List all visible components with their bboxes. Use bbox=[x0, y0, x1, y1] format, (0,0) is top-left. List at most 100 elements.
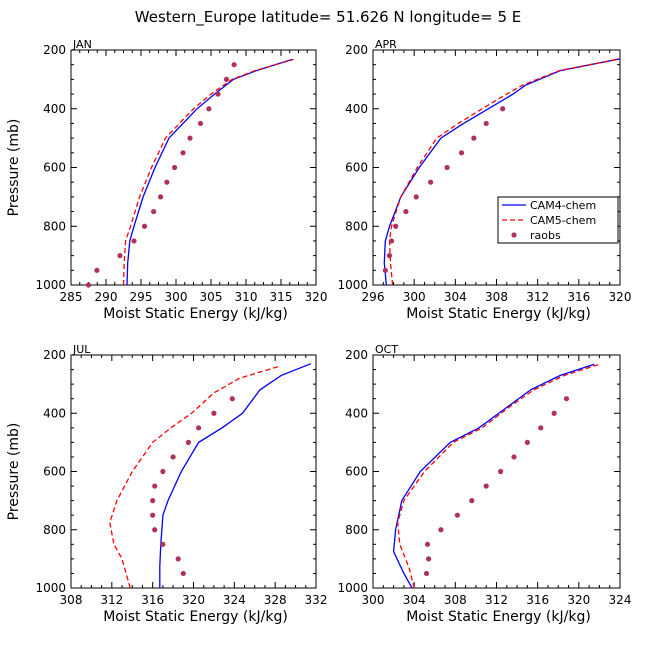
y-axis-title: Pressure (mb) bbox=[6, 423, 22, 521]
x-tick-label: 285 bbox=[60, 290, 83, 304]
y-tick-label: 800 bbox=[345, 219, 368, 233]
x-tick-label: 332 bbox=[305, 593, 328, 607]
x-tick-label: 328 bbox=[264, 593, 287, 607]
y-tick-label: 200 bbox=[345, 43, 368, 57]
x-tick-label: 312 bbox=[526, 290, 549, 304]
panel-oct: OCT 300 304 308 312 316 320 324 200 400 600 800 1000… bbox=[337, 343, 631, 625]
cam4-chem-line bbox=[383, 58, 621, 286]
x-tick-label: 304 bbox=[403, 593, 426, 607]
x-tick-label: 324 bbox=[609, 593, 632, 607]
y-tick-label: 800 bbox=[345, 523, 368, 537]
y-tick-label: 600 bbox=[345, 161, 368, 175]
x-tick-label: 316 bbox=[526, 593, 549, 607]
x-tick-label: 315 bbox=[270, 290, 293, 304]
raobs-point bbox=[94, 267, 100, 273]
raobs-point bbox=[223, 76, 229, 82]
raobs-point bbox=[425, 556, 432, 562]
raobs-point bbox=[180, 150, 186, 156]
raobs-point bbox=[498, 468, 504, 475]
raobs-point bbox=[500, 106, 506, 112]
raobs-point bbox=[150, 512, 156, 518]
raobs-point bbox=[428, 179, 434, 185]
raobs-point bbox=[229, 396, 235, 402]
raobs-point bbox=[386, 253, 393, 259]
raobs-point bbox=[424, 541, 431, 547]
raobs-point bbox=[175, 556, 181, 562]
raobs-point bbox=[423, 570, 430, 577]
x-tick-label: 308 bbox=[444, 593, 467, 607]
y-tick-label: 800 bbox=[43, 219, 66, 233]
x-tick-label: 312 bbox=[485, 593, 508, 607]
raobs-point bbox=[458, 150, 465, 156]
figure-title: Western_Europe latitude= 51.626 N longit… bbox=[135, 8, 521, 27]
x-axis-title: Moist Static Energy (kJ/kg) bbox=[406, 306, 591, 322]
y-tick-label: 400 bbox=[345, 406, 368, 420]
cam5-chem-line bbox=[397, 363, 600, 589]
raobs-point bbox=[206, 106, 212, 112]
cam4-chem-line bbox=[126, 58, 293, 286]
x-tick-label: 320 bbox=[567, 593, 590, 607]
x-tick-label: 316 bbox=[567, 290, 590, 304]
raobs-point bbox=[160, 541, 166, 547]
y-tick-label: 400 bbox=[43, 406, 66, 420]
raobs-point bbox=[196, 425, 202, 431]
x-tick-label: 300 bbox=[165, 290, 188, 304]
y-tick-label: 400 bbox=[43, 102, 66, 116]
raobs-point bbox=[403, 208, 409, 215]
plot-frame-oct bbox=[372, 354, 621, 589]
raobs-point bbox=[187, 135, 193, 141]
x-tick-label: 308 bbox=[60, 593, 83, 607]
raobs-point bbox=[551, 410, 557, 416]
x-tick-label: 296 bbox=[362, 290, 385, 304]
raobs-point bbox=[215, 91, 221, 97]
x-axis-title: Moist Static Energy (kJ/kg) bbox=[406, 609, 591, 625]
legend-label: raobs bbox=[530, 229, 561, 242]
raobs-point bbox=[231, 62, 237, 68]
panel-jan: JAN 285 290 295 300 305 310 315 320 200 400 600 800 1… bbox=[6, 38, 327, 322]
y-tick-label: 800 bbox=[43, 523, 66, 537]
y-tick-label: 600 bbox=[43, 465, 66, 479]
legend-label: CAM5-chem bbox=[530, 214, 596, 227]
raobs-point bbox=[150, 498, 156, 504]
panel-label-jul: JUL bbox=[72, 343, 91, 356]
plot-frame-jul bbox=[70, 354, 317, 589]
x-tick-label: 290 bbox=[95, 290, 118, 304]
raobs-point bbox=[211, 410, 217, 416]
legend-swatch-raobs bbox=[511, 232, 517, 238]
y-tick-label: 600 bbox=[43, 161, 66, 175]
y-tick-label: 400 bbox=[345, 102, 368, 116]
cam5-chem-line bbox=[122, 58, 294, 286]
raobs-point bbox=[388, 238, 395, 244]
x-tick-label: 312 bbox=[100, 593, 123, 607]
x-tick-label: 308 bbox=[485, 290, 508, 304]
raobs-point bbox=[141, 223, 148, 229]
plot-frame-apr bbox=[372, 49, 621, 286]
plot-frame-jan bbox=[70, 49, 317, 286]
y-tick-label: 1000 bbox=[35, 278, 66, 292]
raobs-point bbox=[158, 194, 164, 200]
raobs-point bbox=[85, 282, 92, 288]
x-axis-title: Moist Static Energy (kJ/kg) bbox=[103, 609, 288, 625]
x-tick-label: 316 bbox=[141, 593, 164, 607]
raobs-point bbox=[151, 208, 157, 215]
raobs-point bbox=[483, 120, 489, 127]
y-tick-label: 200 bbox=[43, 43, 66, 57]
y-tick-label: 1000 bbox=[35, 581, 66, 595]
raobs-point bbox=[185, 439, 191, 445]
x-tick-label: 320 bbox=[182, 593, 205, 607]
x-tick-label: 304 bbox=[444, 290, 467, 304]
raobs-point bbox=[469, 498, 475, 504]
panel-jul: JUL 308 312 316 320 324 328 332 200 400 600 800 1000… bbox=[6, 343, 327, 625]
x-tick-label: 320 bbox=[609, 290, 632, 304]
y-tick-label: 1000 bbox=[337, 278, 368, 292]
raobs-point bbox=[152, 527, 158, 533]
raobs-point bbox=[438, 527, 444, 533]
x-tick-label: 300 bbox=[403, 290, 426, 304]
raobs-point bbox=[131, 238, 137, 244]
raobs-point bbox=[197, 120, 204, 127]
raobs-point bbox=[483, 483, 489, 489]
raobs-point bbox=[413, 194, 419, 200]
legend-label: CAM4-chem bbox=[530, 199, 596, 212]
cam5-chem-line bbox=[388, 58, 621, 286]
